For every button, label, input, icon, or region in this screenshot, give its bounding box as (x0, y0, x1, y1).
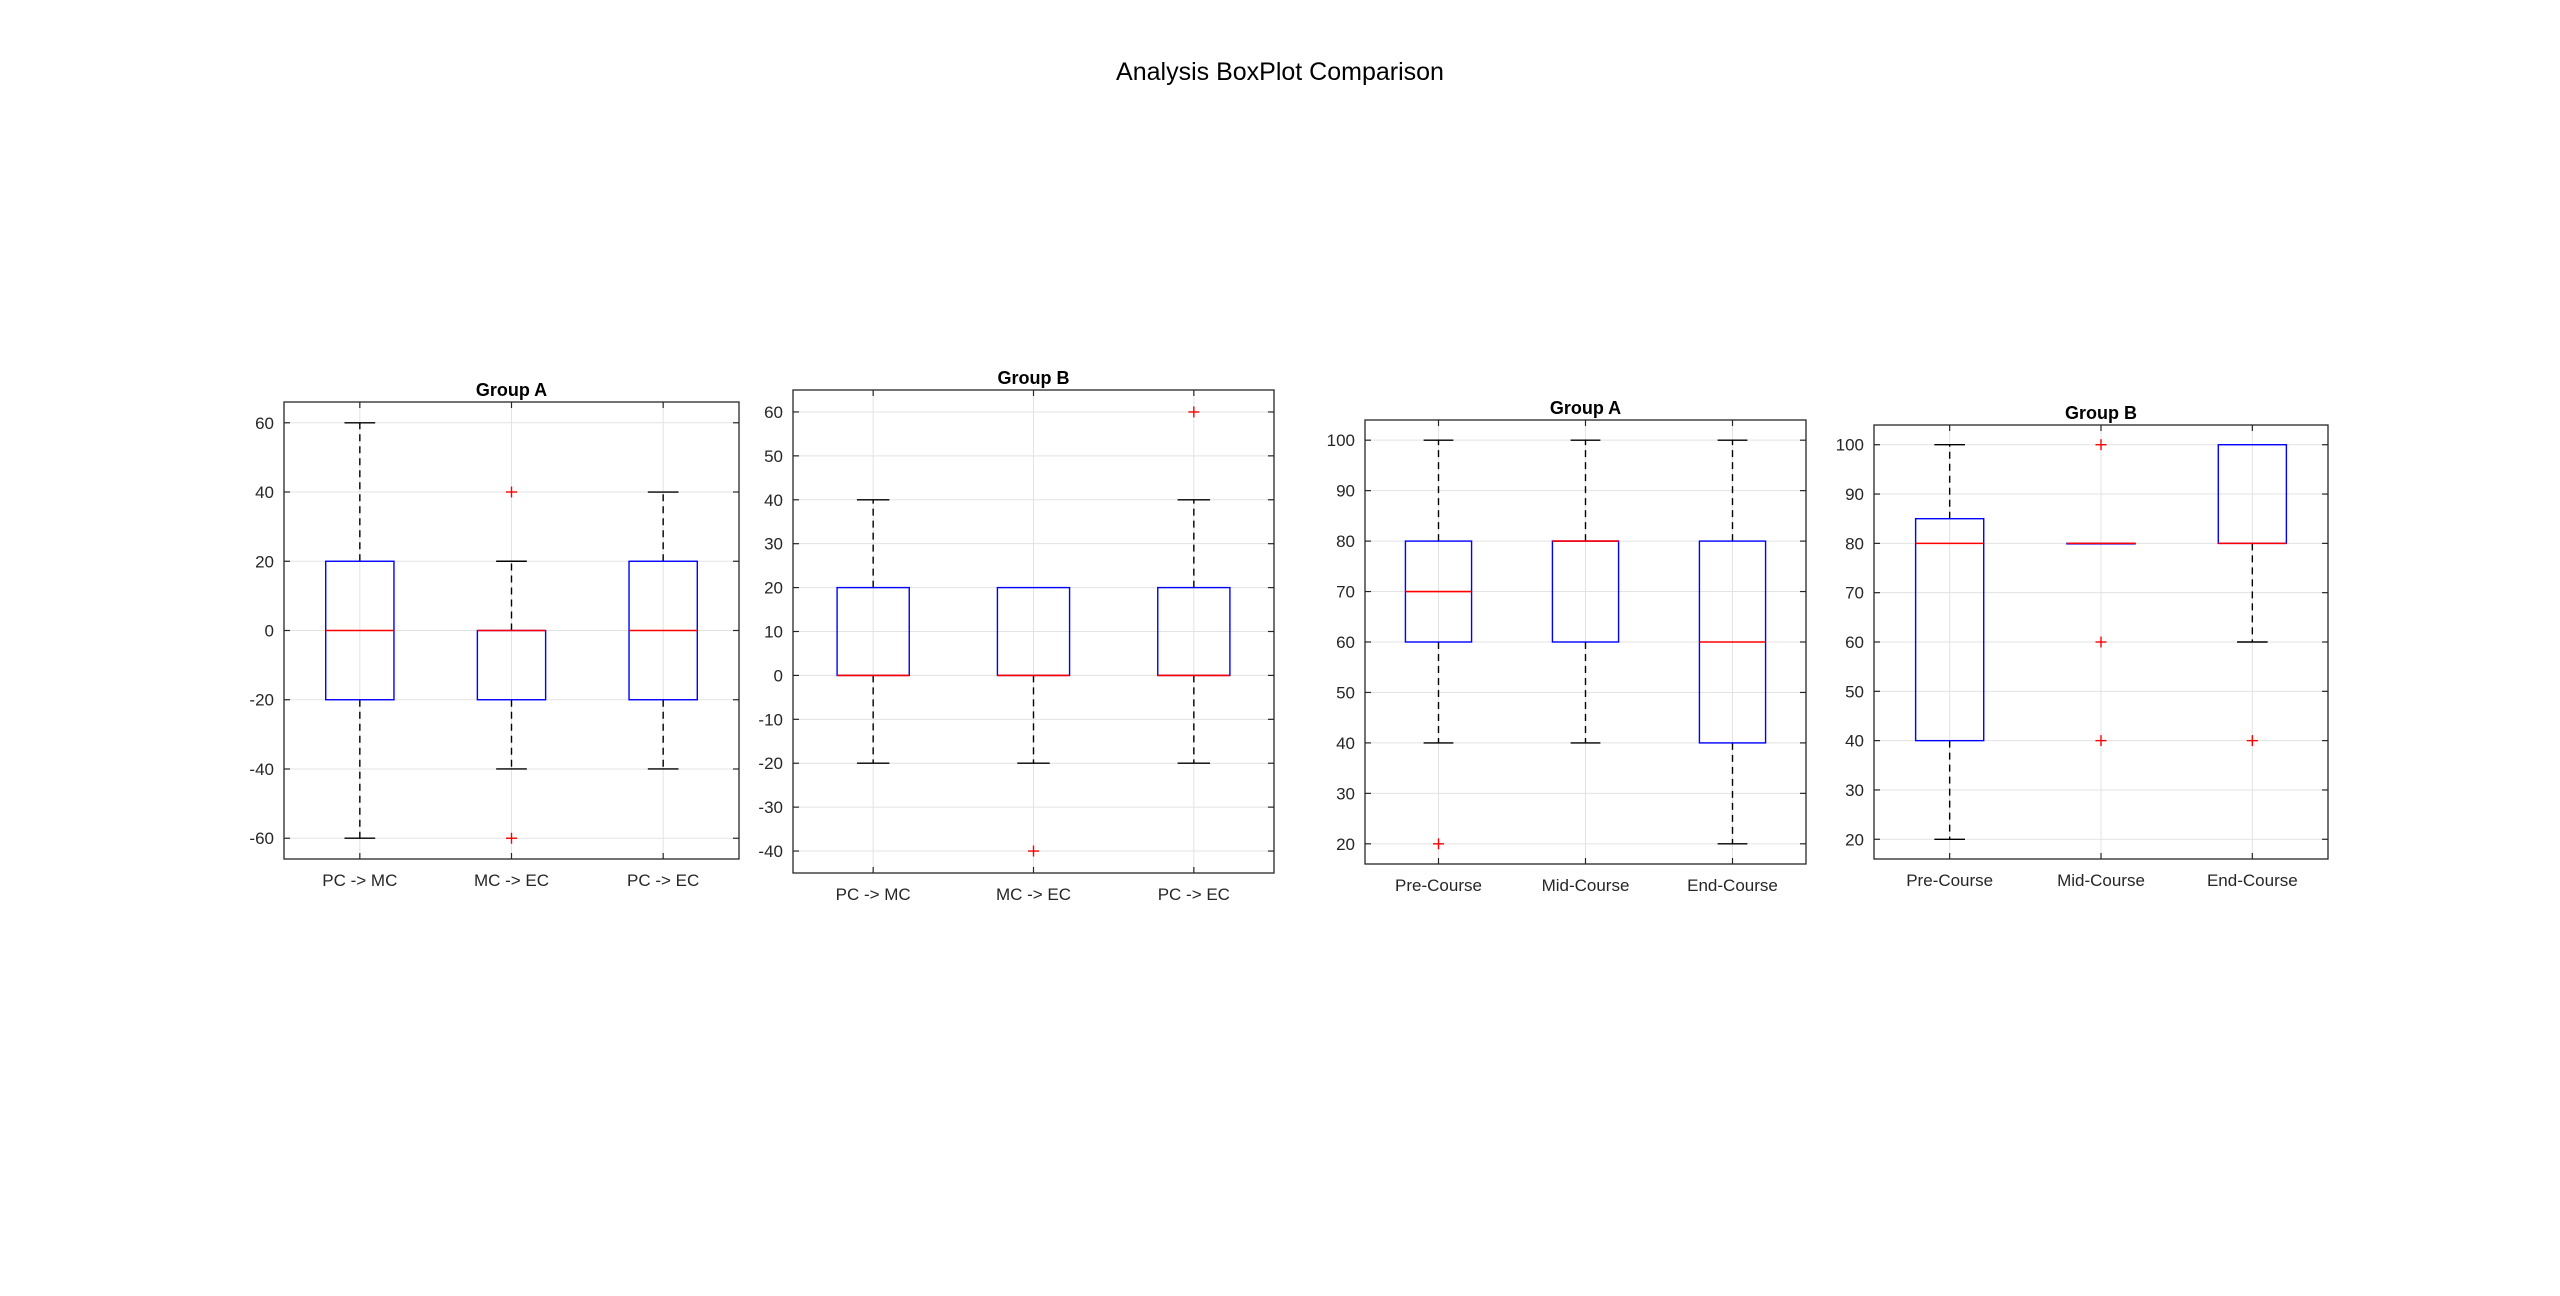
x-tick-label: PC -> EC (627, 871, 699, 890)
box-group-2 (2066, 439, 2136, 747)
outlier-marker (506, 486, 517, 498)
y-tick-label: 60 (1336, 633, 1355, 652)
y-tick-label: 30 (1845, 781, 1864, 800)
box-group-3 (628, 491, 698, 770)
box-group-1 (836, 499, 910, 764)
y-tick-label: 50 (1336, 683, 1355, 702)
chart-title: Group B (2065, 403, 2137, 423)
y-tick-label: -30 (758, 798, 783, 817)
y-tick-label: 30 (764, 535, 783, 554)
chart-2: -40 -30 -20 -10 0 10 20 30 40 50 60 PC -> MC MC -> E… (758, 368, 1275, 904)
chart-title: Group B (998, 368, 1070, 388)
y-tick-label: -40 (758, 842, 783, 861)
y-tick-label: 90 (1336, 482, 1355, 501)
y-tick-label: 40 (255, 483, 274, 502)
y-tick-label: 80 (1336, 532, 1355, 551)
x-tick-label: PC -> EC (1158, 885, 1230, 904)
x-tick-label: End-Course (2207, 871, 2298, 890)
figure-title: Analysis BoxPlot Comparison (1116, 58, 1444, 86)
y-tick-label: 60 (255, 414, 274, 433)
chart-4: 20 30 40 50 60 70 80 90 100 Pre-Course Mid-Course E… (1836, 403, 2329, 890)
chart-title: Group A (476, 380, 547, 400)
y-tick-label: 100 (1327, 431, 1355, 450)
box-group-1 (1914, 444, 1985, 840)
x-tick-label: Pre-Course (1906, 871, 1993, 890)
chart-1: -60 -40 -20 0 20 40 60 PC -> MC MC -> EC PC -> EC… (249, 380, 740, 890)
box-group-2 (476, 486, 547, 844)
y-tick-label: 20 (1336, 835, 1355, 854)
x-tick-label: Mid-Course (2057, 871, 2145, 890)
y-tick-label: 30 (1336, 784, 1355, 803)
box-group-3 (1157, 406, 1231, 764)
chart-3: 20 30 40 50 60 70 80 90 100 Pre-Course Mid-Course E… (1327, 398, 1807, 895)
y-tick-label: 70 (1845, 584, 1864, 603)
outlier-marker (506, 832, 517, 844)
outlier-marker (2246, 735, 2258, 747)
outlier-marker (2095, 439, 2107, 451)
y-tick-label: 20 (1845, 830, 1864, 849)
chart-title: Group A (1550, 398, 1621, 418)
box-group-1 (325, 422, 395, 839)
y-tick-label: 0 (265, 622, 274, 641)
box-group-1 (1404, 439, 1473, 850)
y-tick-label: 10 (764, 623, 783, 642)
box-group-3 (1698, 439, 1767, 845)
box (1914, 518, 1985, 742)
box-group-3 (2217, 444, 2288, 747)
y-tick-label: 50 (1845, 682, 1864, 701)
y-tick-label: 40 (1336, 734, 1355, 753)
y-tick-label: 60 (764, 403, 783, 422)
box-group-2 (996, 586, 1071, 857)
x-tick-label: MC -> EC (474, 871, 549, 890)
y-tick-label: 50 (764, 447, 783, 466)
y-tick-label: 100 (1836, 436, 1864, 455)
y-tick-label: 20 (764, 579, 783, 598)
x-tick-label: PC -> MC (836, 885, 911, 904)
y-tick-label: 40 (764, 491, 783, 510)
y-tick-label: -10 (758, 710, 783, 729)
y-tick-label: 60 (1845, 633, 1864, 652)
y-tick-label: -20 (249, 691, 274, 710)
y-tick-label: 90 (1845, 485, 1864, 504)
outlier-marker (1188, 406, 1200, 418)
y-tick-label: -60 (249, 829, 274, 848)
y-tick-label: 80 (1845, 534, 1864, 553)
outlier-marker (2095, 636, 2107, 648)
y-tick-label: 40 (1845, 732, 1864, 751)
outlier-marker (2095, 735, 2107, 747)
x-tick-label: Mid-Course (1542, 876, 1630, 895)
box-group-2 (1551, 439, 1620, 744)
y-tick-label: 70 (1336, 583, 1355, 602)
x-tick-label: Pre-Course (1395, 876, 1482, 895)
x-tick-label: PC -> MC (322, 871, 397, 890)
y-tick-label: -40 (249, 760, 274, 779)
x-tick-label: MC -> EC (996, 885, 1071, 904)
outlier-marker (1433, 838, 1444, 850)
y-tick-label: 20 (255, 552, 274, 571)
x-tick-label: End-Course (1687, 876, 1778, 895)
y-tick-label: 0 (774, 666, 783, 685)
y-tick-label: -20 (758, 754, 783, 773)
outlier-marker (1028, 845, 1039, 857)
